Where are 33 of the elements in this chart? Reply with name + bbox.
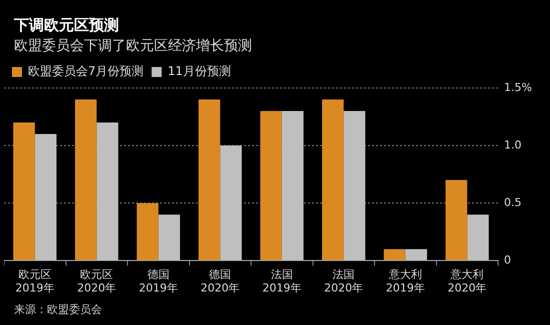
y-tick-label: 0.5: [504, 196, 522, 209]
source-note: 来源：欧盟委员会: [14, 302, 102, 317]
bar: [220, 146, 242, 260]
bar: [446, 180, 468, 260]
bar: [260, 111, 282, 260]
x-tick-label: 法国 2020年: [324, 268, 364, 294]
bar: [198, 100, 220, 260]
bar: [34, 134, 56, 260]
x-tick-label: 意大利 2020年: [448, 268, 487, 294]
x-tick-label: 意大利 2019年: [386, 268, 425, 294]
bar: [322, 100, 344, 260]
legend-label: 欧盟委员会7月份预测: [28, 64, 144, 78]
x-tick-label: 欧元区 2020年: [77, 268, 116, 294]
x-tick-label: 德国 2020年: [200, 268, 240, 294]
bar: [158, 214, 180, 260]
y-tick-label: 1.0: [504, 138, 522, 152]
chart-title: 下调欧元区预测: [14, 16, 119, 35]
x-tick-label: 欧元区 2019年: [15, 268, 54, 294]
bar: [136, 203, 158, 260]
legend-label: 11月份预测: [168, 64, 231, 78]
bar: [75, 100, 97, 260]
bar: [384, 249, 406, 260]
chart-subtitle: 欧盟委员会下调了欧元区经济增长预测: [14, 37, 252, 55]
bar: [344, 111, 366, 260]
y-tick-label: 0: [504, 253, 512, 266]
x-tick-label: 德国 2019年: [138, 268, 178, 294]
bar: [282, 111, 304, 260]
bar: [467, 214, 489, 260]
bar: [405, 249, 428, 260]
bar: [96, 122, 118, 260]
y-tick-label: 1.5%: [504, 80, 532, 94]
bar: [13, 122, 35, 260]
x-tick-label: 法国 2019年: [262, 268, 302, 294]
